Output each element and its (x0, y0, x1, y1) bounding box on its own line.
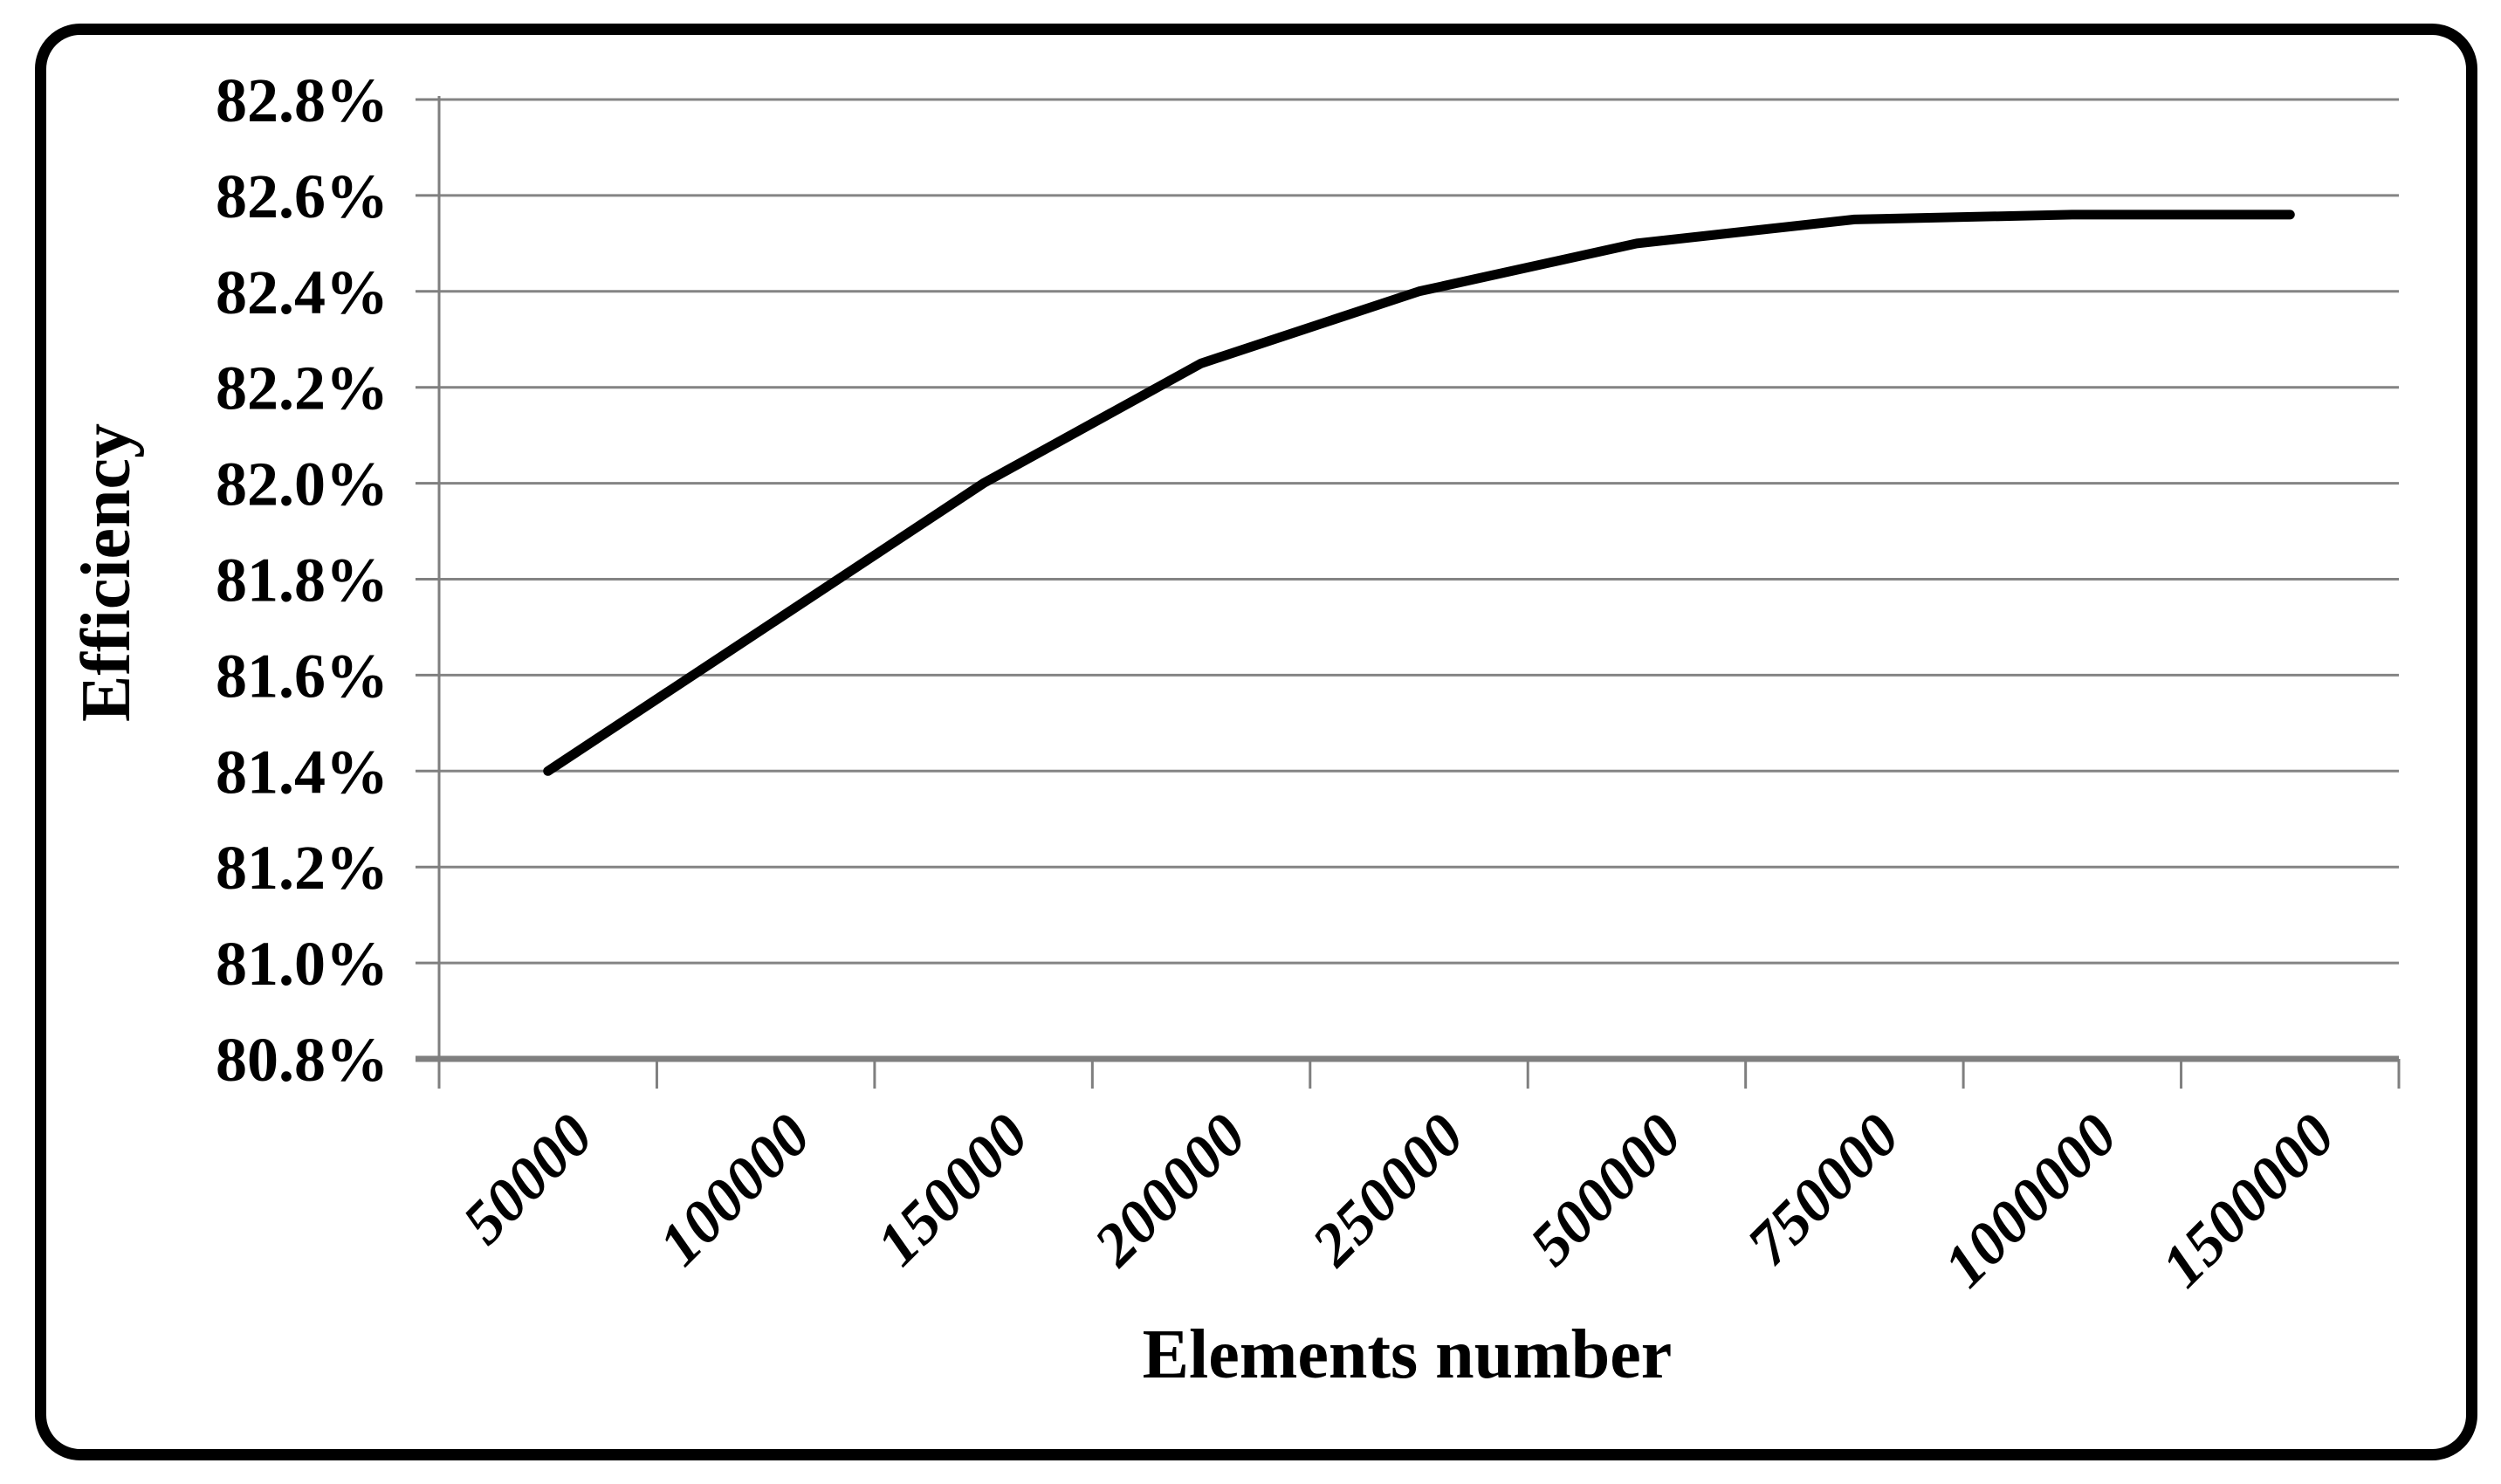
y-tick-label: 81.2% (216, 833, 388, 903)
x-tick-label: 500000 (1517, 1102, 1694, 1279)
x-tick-label: 100000 (647, 1102, 824, 1279)
x-tick-label: 200000 (1082, 1102, 1260, 1280)
y-tick-label: 82.6% (216, 161, 388, 231)
x-tick-label: 150000 (864, 1102, 1041, 1279)
y-tick-label: 82.8% (216, 65, 388, 135)
y-tick-label: 81.0% (216, 929, 388, 999)
x-tick-label: 250000 (1299, 1102, 1477, 1280)
x-tick-label: 1500000 (2149, 1102, 2348, 1301)
x-axis-title: Elements number (1143, 1316, 1673, 1393)
y-tick-label: 82.4% (216, 258, 388, 327)
y-tick-label: 81.8% (216, 546, 388, 615)
y-tick-label: 81.4% (216, 737, 388, 807)
y-tick-label: 82.0% (216, 450, 388, 519)
figure-border (35, 24, 2477, 1460)
y-tick-label: 82.2% (216, 354, 388, 423)
y-tick-label: 80.8% (216, 1025, 388, 1095)
x-tick-label: 1000000 (1931, 1102, 2130, 1301)
series-line-efficiency (543, 210, 2295, 776)
y-axis-title: Efficiency (68, 423, 145, 722)
x-tick-label: 50000 (450, 1102, 606, 1257)
y-tick-label: 81.6% (216, 641, 388, 711)
x-tick-label: 750000 (1735, 1102, 1913, 1279)
